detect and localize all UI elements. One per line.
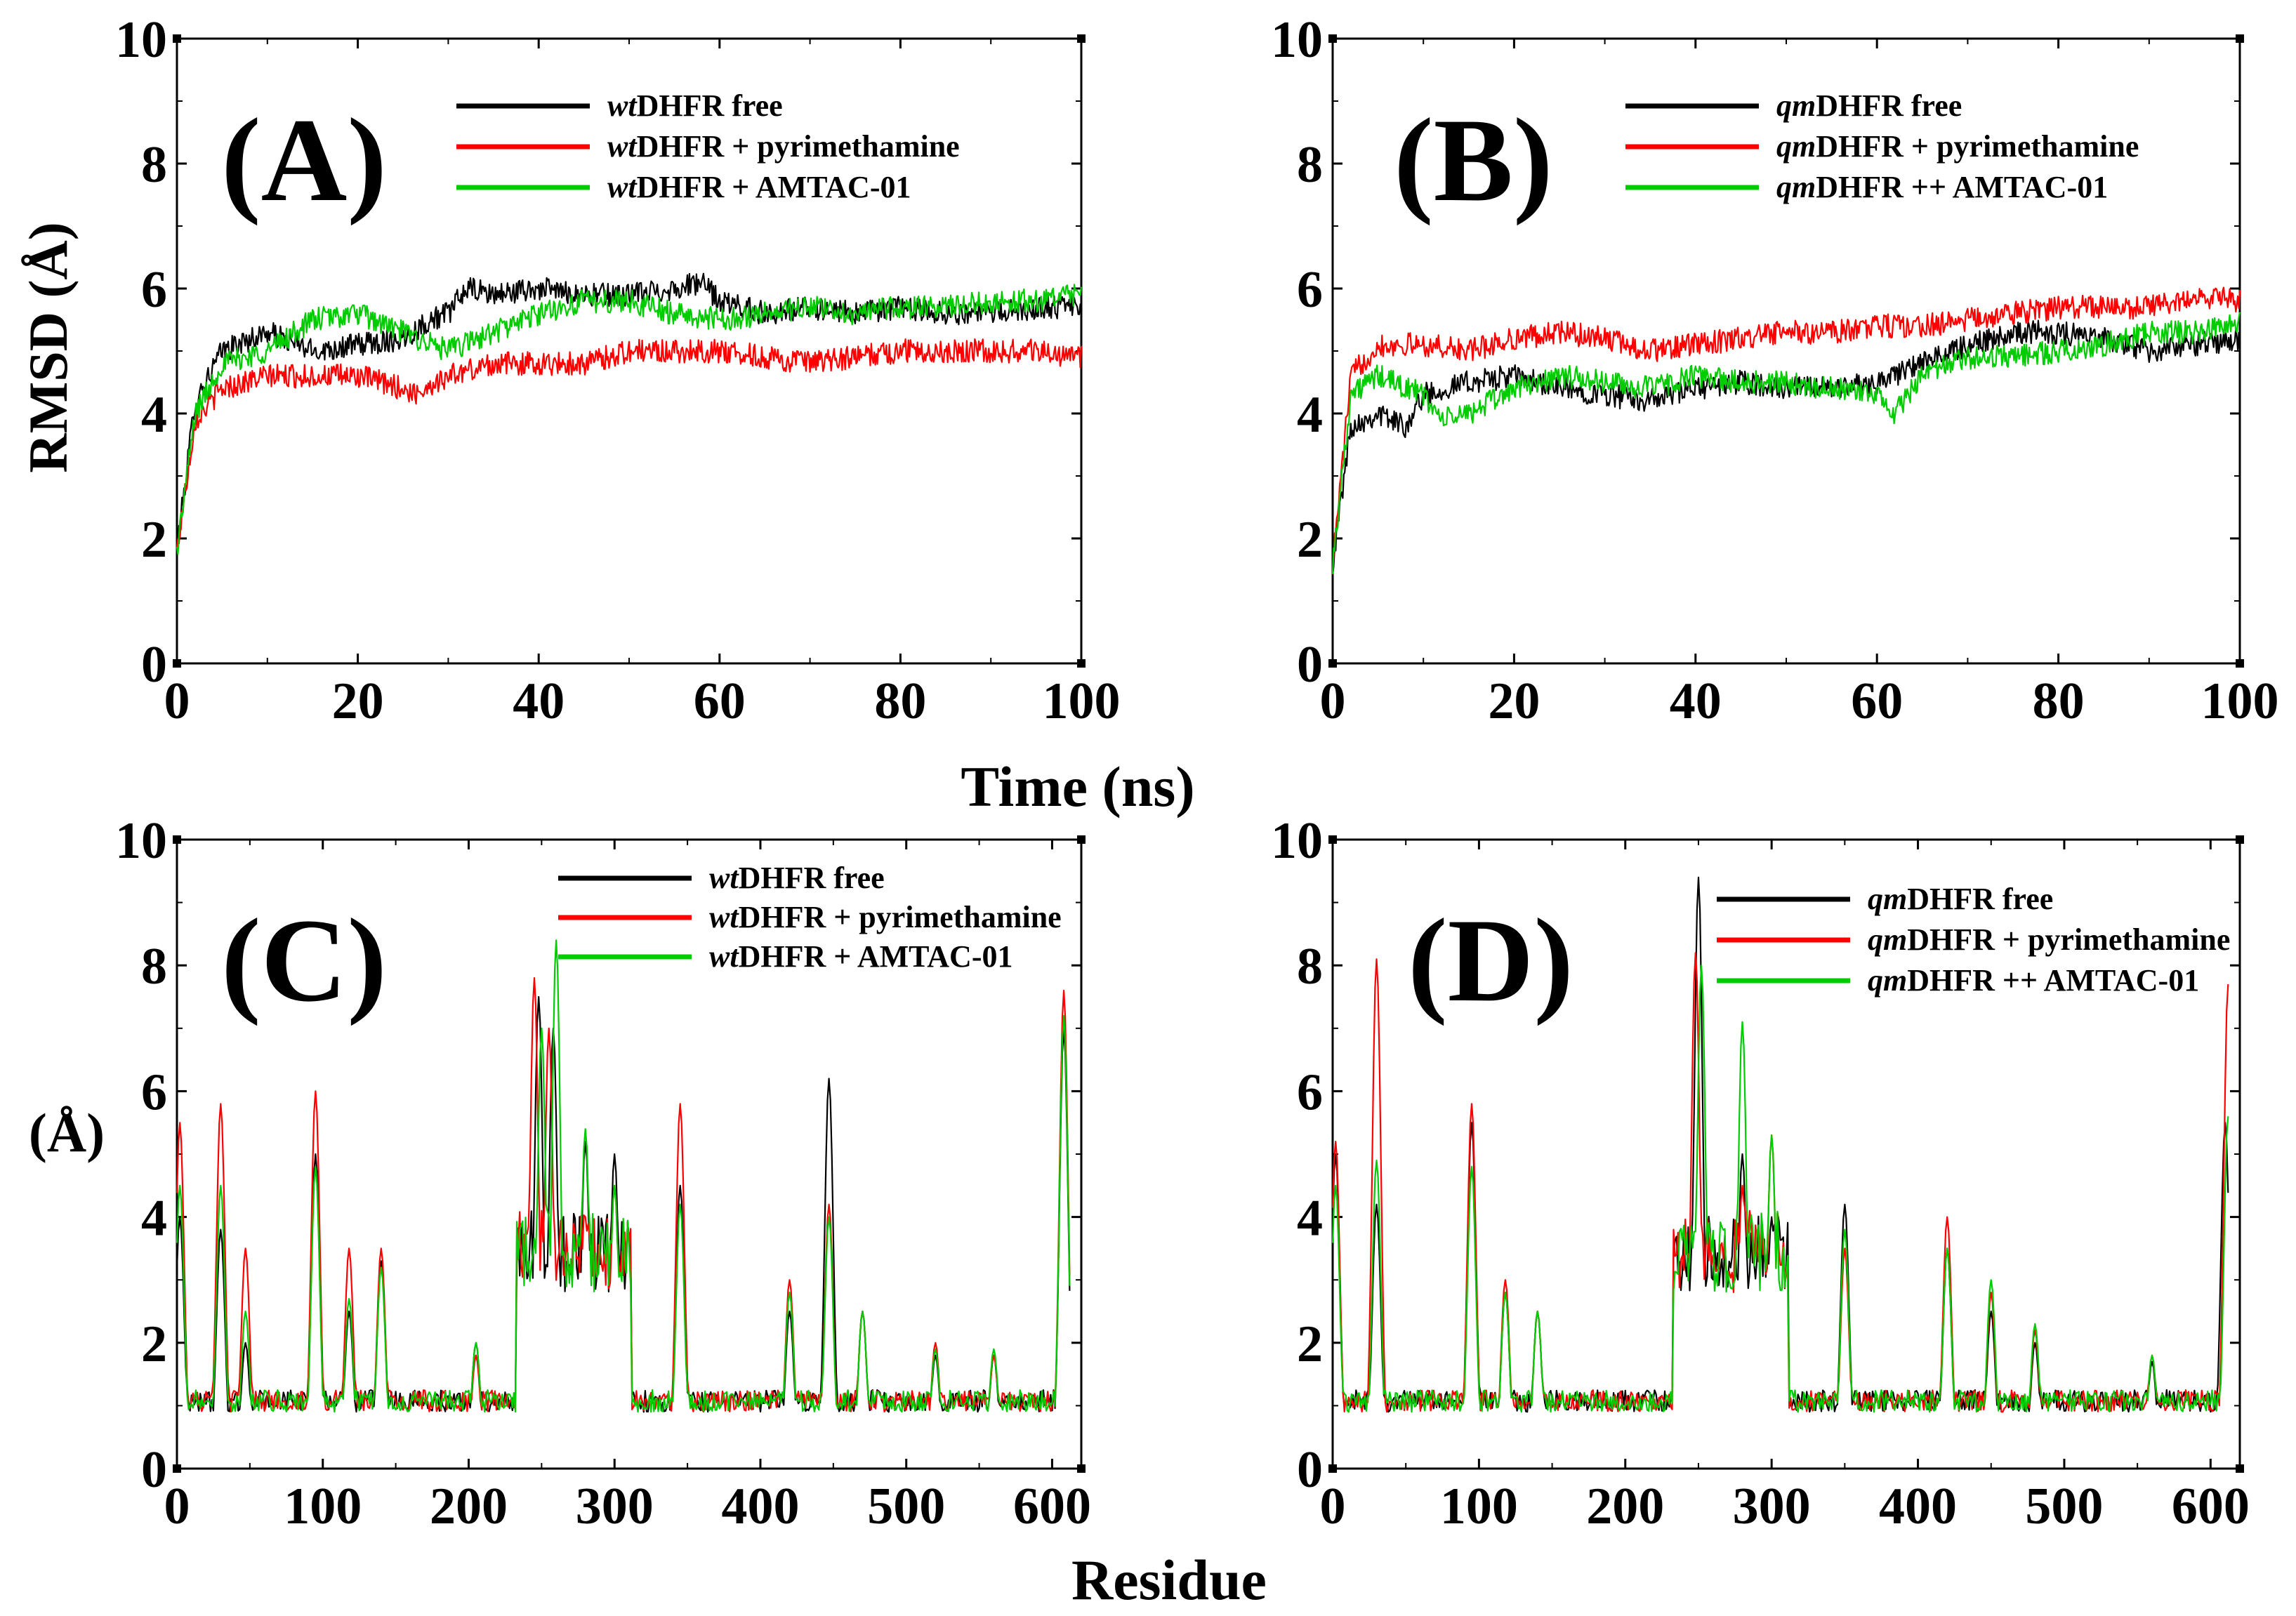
legend-label-amtac: qmDHFR ++ AMTAC-01: [1868, 963, 2199, 998]
x-tick-label: 100: [1043, 673, 1121, 730]
x-tick-label: 0: [1320, 673, 1346, 730]
x-tick-label: 400: [1879, 1478, 1957, 1535]
legend-label-pyrimethamine: wtDHFR + pyrimethamine: [709, 900, 1062, 934]
y-tick-label: 8: [141, 136, 167, 194]
x-tick-label: 0: [164, 673, 190, 730]
x-tick-label: 600: [1013, 1478, 1091, 1535]
x-tick-label: 0: [1320, 1478, 1346, 1535]
x-tick-label: 80: [2033, 673, 2085, 730]
legend-label-amtac: wtDHFR + AMTAC-01: [607, 170, 911, 204]
y-tick-label: 4: [141, 386, 167, 444]
x-tick-label: 300: [1733, 1478, 1811, 1535]
y-axis-label: (Å): [29, 1102, 105, 1163]
series-line-amtac: [1331, 312, 2241, 574]
x-tick-label: 600: [2172, 1478, 2250, 1535]
series-line-amtac: [1331, 965, 2229, 1413]
y-tick-label: 6: [1297, 261, 1323, 319]
x-tick-label: 500: [2025, 1478, 2103, 1535]
series-line-pyrimethamine: [1331, 286, 2241, 575]
x-tick-label: 200: [1586, 1478, 1664, 1535]
x-tick-label: 500: [867, 1478, 945, 1535]
series-line-pyrimethamine: [176, 976, 1071, 1413]
y-tick-label: 8: [1297, 136, 1323, 194]
legend-label-free: wtDHFR free: [709, 861, 885, 895]
legend-label-free: wtDHFR free: [607, 88, 783, 123]
series-line-pyrimethamine: [176, 338, 1083, 548]
series-line-amtac: [176, 284, 1083, 555]
legend-label-pyrimethamine: qmDHFR + pyrimethamine: [1868, 922, 2230, 957]
legend-label-amtac: wtDHFR + AMTAC-01: [709, 939, 1012, 974]
y-tick-label: 6: [1297, 1064, 1323, 1121]
x-tick-label: 80: [874, 673, 926, 730]
panel-label: (A): [221, 94, 387, 226]
y-tick-label: 2: [141, 511, 167, 569]
x-tick-label: 60: [1851, 673, 1903, 730]
panel-label: (B): [1394, 94, 1553, 226]
panel-label: (C): [221, 894, 387, 1026]
panel-label: (D): [1408, 894, 1573, 1026]
x-tick-label: 20: [332, 673, 384, 730]
y-tick-label: 0: [141, 1441, 167, 1499]
y-tick-label: 0: [1297, 636, 1323, 694]
series-line-free: [176, 272, 1083, 548]
series-line-amtac: [176, 939, 1071, 1413]
y-tick-label: 2: [1297, 1316, 1323, 1373]
legend-label-amtac: qmDHFR ++ AMTAC-01: [1776, 170, 2108, 204]
x-tick-label: 20: [1488, 673, 1540, 730]
x-tick-label: 100: [2201, 673, 2279, 730]
x-tick-label: 40: [513, 673, 565, 730]
y-tick-label: 10: [115, 11, 167, 69]
legend-label-free: qmDHFR free: [1868, 882, 2053, 916]
x-tick-label: 300: [576, 1478, 654, 1535]
y-tick-label: 4: [1297, 386, 1323, 444]
x-tick-label: 100: [1440, 1478, 1518, 1535]
y-tick-label: 10: [1271, 812, 1323, 870]
legend-label-pyrimethamine: qmDHFR + pyrimethamine: [1776, 129, 2139, 164]
legend-label-pyrimethamine: wtDHFR + pyrimethamine: [607, 129, 960, 164]
x-tick-label: 40: [1670, 673, 1722, 730]
x-tick-label: 60: [694, 673, 746, 730]
y-tick-label: 4: [1297, 1190, 1323, 1247]
y-tick-label: 8: [141, 938, 167, 995]
time-axis-label: Time (ns): [961, 755, 1194, 819]
y-tick-label: 6: [141, 261, 167, 319]
series-line-pyrimethamine: [1331, 952, 2229, 1413]
y-tick-label: 2: [1297, 511, 1323, 569]
x-tick-label: 400: [721, 1478, 799, 1535]
y-tick-label: 0: [141, 636, 167, 694]
y-tick-label: 4: [141, 1190, 167, 1247]
y-axis-label: RMSD (Å): [18, 222, 79, 472]
y-tick-label: 6: [141, 1064, 167, 1121]
y-tick-label: 8: [1297, 938, 1323, 995]
x-tick-label: 0: [164, 1478, 190, 1535]
legend-label-free: qmDHFR free: [1776, 88, 1962, 123]
y-tick-label: 10: [115, 812, 167, 870]
x-tick-label: 200: [430, 1478, 508, 1535]
residue-axis-label: Residue: [1071, 1548, 1267, 1612]
y-tick-label: 0: [1297, 1441, 1323, 1499]
x-tick-label: 100: [284, 1478, 362, 1535]
y-tick-label: 2: [141, 1316, 167, 1373]
y-tick-label: 10: [1271, 11, 1323, 69]
